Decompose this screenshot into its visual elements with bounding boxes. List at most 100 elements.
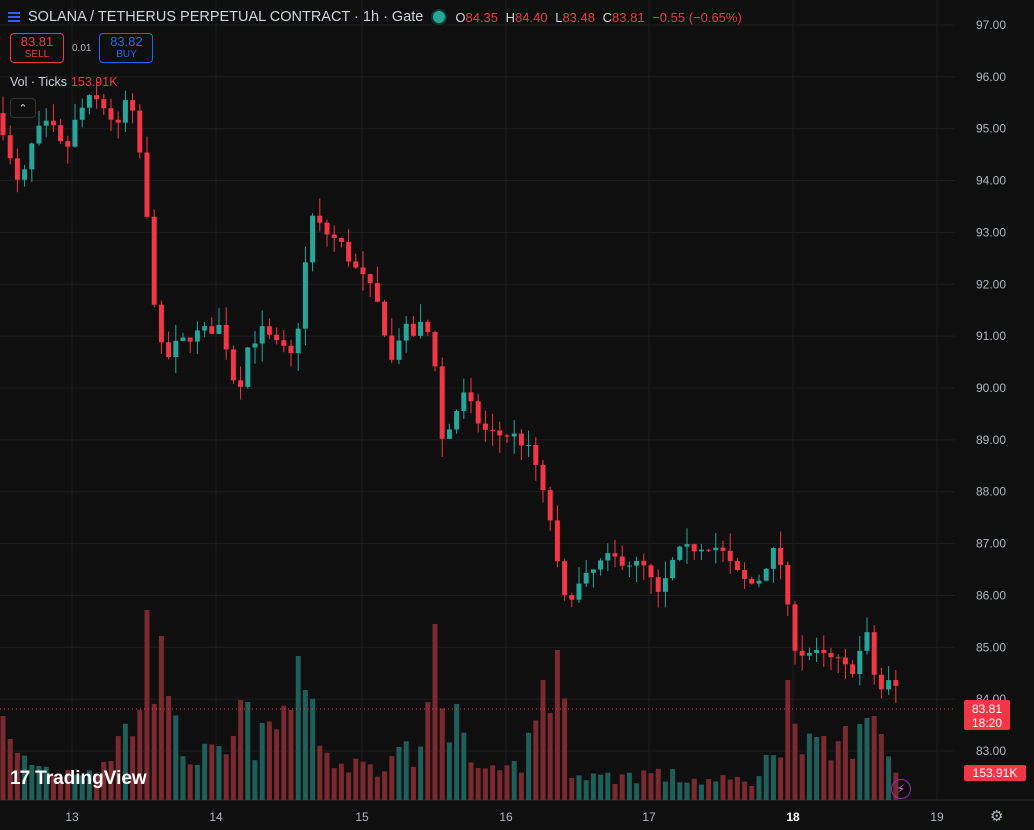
candle-body bbox=[396, 340, 402, 360]
symbol-title[interactable]: SOLANA / TETHERUS PERPETUAL CONTRACT · 1… bbox=[28, 9, 424, 25]
candle-body bbox=[216, 324, 222, 334]
candle-body bbox=[0, 113, 6, 136]
volume-bar bbox=[799, 754, 805, 800]
tradingview-logo[interactable]: 17 TradingView bbox=[10, 768, 147, 790]
candle-body bbox=[828, 653, 834, 658]
volume-bar bbox=[468, 762, 474, 800]
gear-icon[interactable]: ⚙ bbox=[990, 808, 1004, 825]
high-value: 84.40 bbox=[515, 9, 548, 25]
volume-bar bbox=[216, 746, 222, 800]
volume-bar bbox=[662, 781, 668, 800]
candle-body bbox=[547, 490, 553, 521]
price-tick-label: 85.00 bbox=[976, 640, 1006, 654]
low-value: 83.48 bbox=[562, 9, 595, 25]
candle-body bbox=[698, 549, 704, 552]
volume-bar bbox=[338, 763, 344, 800]
price-tick-label: 94.00 bbox=[976, 174, 1006, 188]
volume-bar bbox=[785, 680, 791, 800]
volume-bar bbox=[461, 732, 467, 800]
price-tick-label: 89.00 bbox=[976, 433, 1006, 447]
volume-bar bbox=[446, 742, 452, 800]
candle-body bbox=[684, 544, 690, 547]
volume-bar bbox=[22, 755, 28, 800]
time-axis[interactable]: 13 14 15 16 17 18 19 bbox=[65, 810, 944, 824]
candle-body bbox=[65, 141, 71, 147]
candle-body bbox=[511, 433, 517, 437]
candle-body bbox=[799, 650, 805, 656]
candle-body bbox=[295, 328, 301, 354]
volume-legend[interactable]: Vol · Ticks 153.91K bbox=[10, 75, 118, 89]
time-tick-label: 13 bbox=[65, 810, 79, 824]
price-axis[interactable]: 83.0084.0085.0086.0087.0088.0089.0090.00… bbox=[976, 18, 1006, 758]
volume-bar bbox=[749, 785, 755, 800]
buy-button[interactable]: 83.82 BUY bbox=[99, 33, 154, 63]
candle-body bbox=[101, 99, 107, 109]
candle-body bbox=[151, 216, 157, 305]
volume-value-label: 153.91K bbox=[964, 765, 1026, 781]
candle-body bbox=[626, 565, 632, 567]
candle-body bbox=[22, 169, 28, 180]
volume-bar bbox=[698, 784, 704, 800]
volume-bar bbox=[151, 703, 157, 800]
sell-button[interactable]: 83.81 SELL bbox=[10, 33, 64, 63]
hamburger-icon[interactable] bbox=[8, 12, 20, 22]
volume-bar bbox=[814, 736, 820, 800]
volume-bar bbox=[634, 783, 640, 800]
volume-bar bbox=[886, 756, 892, 800]
volume-bar bbox=[187, 764, 193, 800]
time-tick-label: 14 bbox=[209, 810, 223, 824]
volume-bar bbox=[655, 768, 661, 800]
volume-bar bbox=[79, 775, 85, 800]
volume-bar bbox=[583, 780, 589, 800]
price-tick-label: 92.00 bbox=[976, 277, 1006, 291]
candle-body bbox=[605, 553, 611, 561]
candle-body bbox=[274, 334, 280, 341]
candle-body bbox=[180, 337, 186, 341]
volume-bar bbox=[29, 765, 35, 800]
volume-bar bbox=[792, 723, 798, 800]
candle-body bbox=[497, 430, 503, 436]
spread-value: 0.01 bbox=[72, 42, 92, 54]
volume-bar bbox=[670, 769, 676, 800]
volume-bar bbox=[137, 709, 143, 800]
candle-body bbox=[634, 560, 640, 566]
candle-body bbox=[691, 544, 697, 552]
volume-bar bbox=[619, 774, 625, 800]
volume-bar bbox=[864, 717, 870, 800]
candle-body bbox=[821, 649, 827, 654]
volume-bar bbox=[590, 773, 596, 800]
volume-bar bbox=[727, 779, 733, 800]
chart-legend-header: SOLANA / TETHERUS PERPETUAL CONTRACT · 1… bbox=[8, 7, 742, 27]
candle-body bbox=[749, 578, 755, 584]
volume-bar bbox=[194, 764, 200, 800]
candle-body bbox=[576, 583, 582, 600]
buy-label: BUY bbox=[116, 49, 137, 60]
chevron-up-icon[interactable]: ⌃ bbox=[10, 98, 36, 118]
candle-body bbox=[374, 283, 380, 302]
volume-bar bbox=[245, 701, 251, 800]
volume-bar bbox=[835, 741, 841, 800]
price-tick-label: 93.00 bbox=[976, 225, 1006, 239]
volume-bar bbox=[713, 781, 719, 800]
price-tick-label: 83.00 bbox=[976, 744, 1006, 758]
candle-body bbox=[108, 108, 114, 120]
candle-body bbox=[79, 107, 85, 120]
volume-bar bbox=[475, 768, 481, 800]
candle-body bbox=[223, 324, 229, 350]
volume-value: 153.91K bbox=[973, 766, 1018, 780]
candle-body bbox=[670, 559, 676, 579]
volume-bar bbox=[598, 774, 604, 800]
volume-bar bbox=[122, 723, 128, 800]
candle-body bbox=[43, 120, 49, 126]
candle-body bbox=[72, 119, 78, 147]
volume-bar bbox=[410, 766, 416, 800]
price-candles bbox=[0, 78, 899, 703]
sell-label: SELL bbox=[24, 49, 50, 60]
candle-body bbox=[641, 560, 647, 566]
volume-bar bbox=[101, 761, 107, 800]
lightning-icon[interactable]: ⚡ bbox=[891, 779, 911, 799]
volume-bar bbox=[58, 777, 64, 800]
volume-bar bbox=[36, 766, 42, 800]
candle-body bbox=[115, 119, 121, 123]
